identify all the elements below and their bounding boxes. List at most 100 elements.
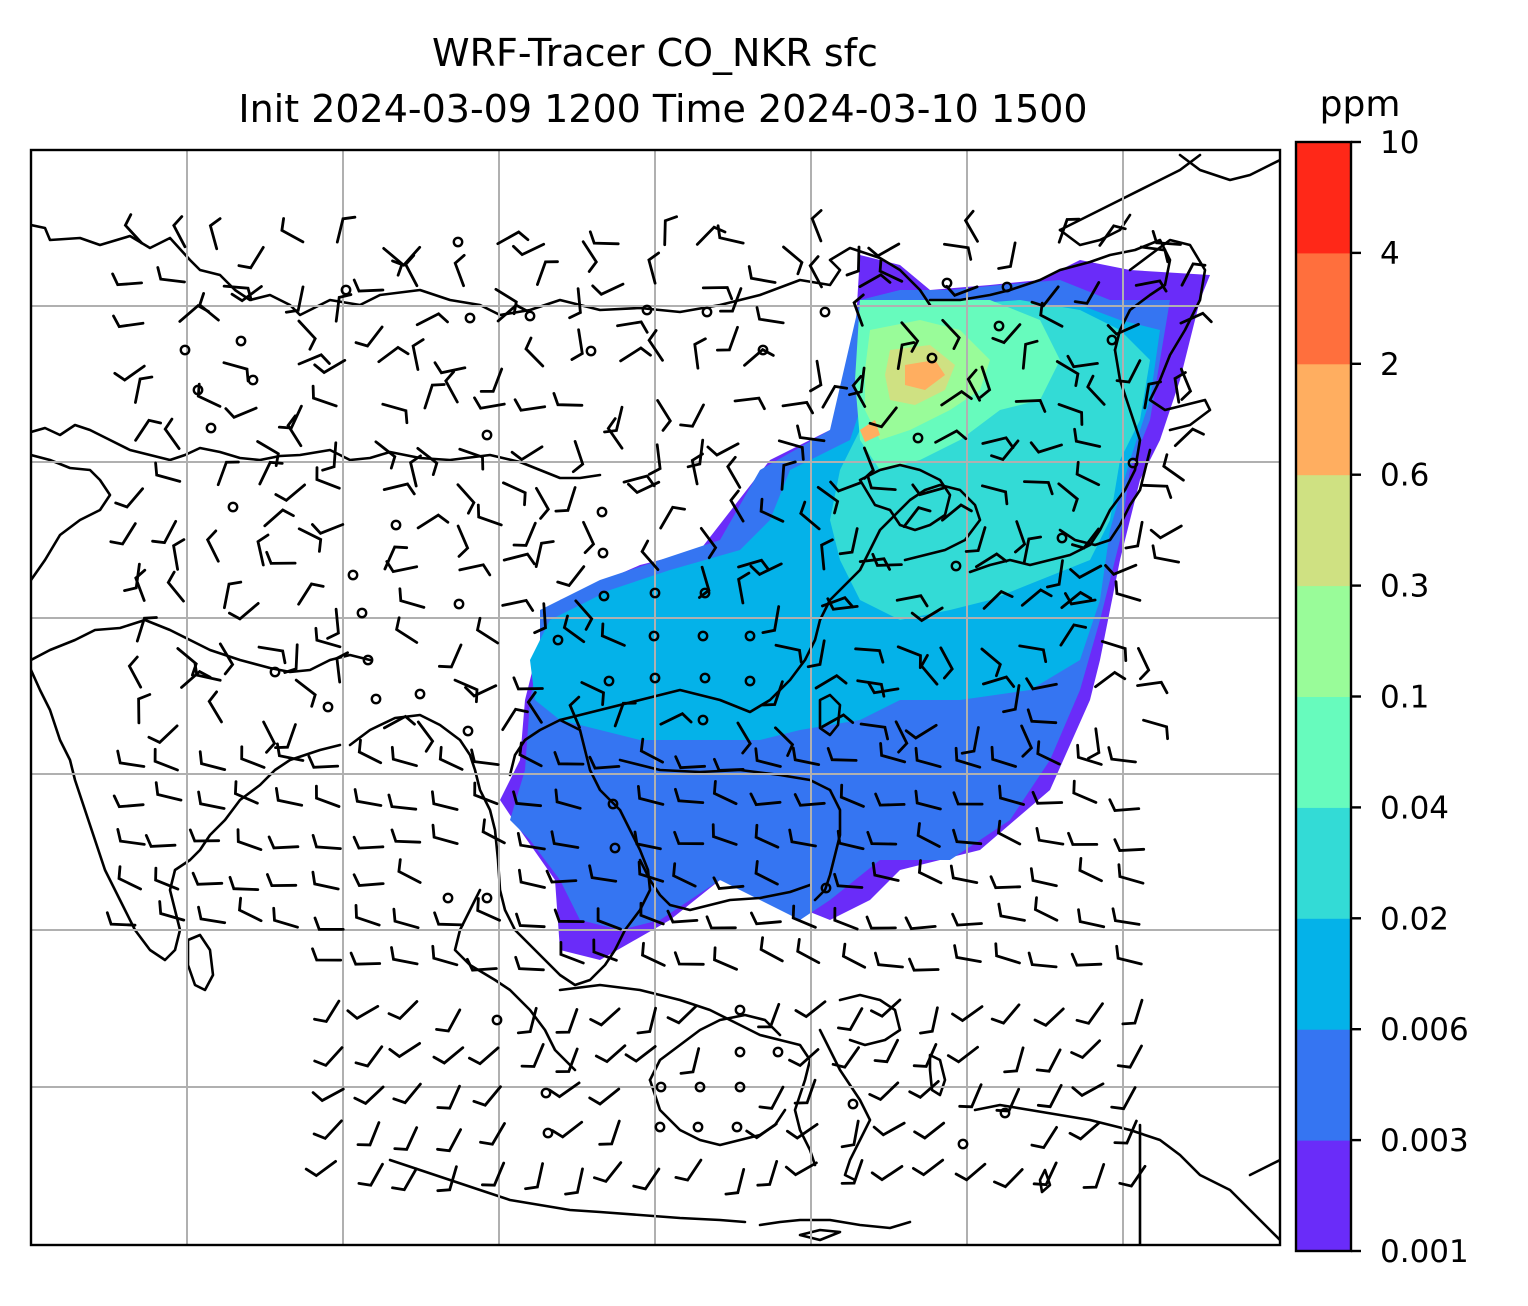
wind-barb (1151, 544, 1180, 564)
wind-barb (535, 486, 550, 520)
wind-barb (1020, 724, 1034, 758)
wind-barb (415, 312, 449, 327)
wind-barb (555, 1047, 579, 1073)
wind-barb (453, 678, 479, 704)
wind-barb (810, 209, 823, 243)
wind-barb (438, 745, 464, 771)
wind-barb (216, 460, 240, 487)
wind-barb (633, 830, 662, 851)
wind-barb (949, 864, 979, 884)
wind-barb (796, 424, 826, 443)
wind-barb (134, 568, 147, 602)
colorbar-band (1296, 1029, 1351, 1141)
wind-barb (266, 873, 298, 888)
wind-barb (866, 475, 897, 491)
wind-barb (761, 680, 784, 707)
wind-barb (754, 747, 782, 768)
wind-barb (1143, 380, 1162, 410)
calm-wind-circle (820, 882, 832, 894)
wind-barb (820, 538, 834, 571)
wind-barb (1026, 708, 1058, 725)
wind-barb (1068, 1121, 1101, 1141)
wind-barb (1027, 951, 1058, 969)
wind-barb (193, 661, 222, 682)
wind-barb (840, 1119, 860, 1149)
wind-barb (774, 726, 795, 757)
wind-barb (954, 1162, 987, 1182)
wind-barb (627, 480, 661, 495)
wind-barb (1113, 838, 1146, 852)
wind-barb (698, 565, 711, 599)
wind-barb (313, 1046, 344, 1068)
wind-barb (311, 523, 345, 535)
wind-barb (218, 642, 235, 676)
wind-barb (1069, 564, 1103, 580)
wind-barb (315, 466, 341, 490)
wind-barb (636, 1006, 657, 1035)
wind-barb (745, 1122, 778, 1140)
calm-wind-circle (481, 429, 493, 441)
wind-barb (496, 230, 530, 246)
colorbar-band (1296, 1140, 1351, 1252)
wind-barb (859, 722, 889, 741)
wind-barb (392, 1082, 422, 1105)
wind-barb (188, 828, 221, 843)
colorbar-tick-label: 10 (1380, 125, 1419, 161)
wind-barb (352, 873, 385, 887)
wind-barb (390, 828, 422, 844)
wind-barb (354, 1045, 384, 1068)
wind-barb (423, 383, 446, 410)
wind-barb (458, 447, 485, 471)
wind-barb (982, 675, 1016, 688)
wind-barb (963, 209, 979, 243)
wind-barb (385, 560, 419, 574)
wind-barb (1003, 1046, 1025, 1074)
wind-barb (552, 392, 584, 407)
wind-barb (548, 1081, 581, 1099)
wind-barb (353, 1085, 385, 1106)
wind-barb (954, 746, 982, 769)
wind-barb (781, 400, 814, 415)
wind-barb (551, 1120, 584, 1139)
wind-barb (841, 942, 867, 969)
wind-barb (1014, 520, 1027, 554)
calm-wind-circle (654, 1121, 666, 1133)
wind-barb (1162, 453, 1185, 482)
wind-barb (672, 862, 697, 888)
calm-wind-circle (694, 1081, 706, 1093)
wind-barb (223, 580, 243, 610)
wind-barb (808, 255, 823, 289)
wind-barb (515, 912, 546, 929)
wind-barb (1173, 427, 1205, 447)
wind-barb (674, 755, 706, 770)
wind-barb (436, 1128, 462, 1153)
wind-barb (716, 224, 745, 245)
wind-barb (1032, 1161, 1058, 1187)
wind-barb (806, 639, 826, 669)
wind-barb (729, 489, 745, 523)
wind-barb (1115, 944, 1143, 966)
colorbar-band (1296, 918, 1351, 1030)
wind-barb (1022, 535, 1042, 564)
calm-wind-circle (356, 607, 368, 619)
wind-barb (902, 505, 932, 529)
wind-barb (758, 1085, 785, 1110)
wind-barb (1033, 896, 1059, 922)
wind-barb (871, 552, 903, 567)
wind-barb (737, 558, 771, 572)
wind-barb (757, 1002, 781, 1029)
wind-barb (814, 674, 848, 690)
wind-barb (1036, 1084, 1063, 1109)
wind-barb (958, 1083, 983, 1109)
wind-barb (354, 904, 381, 927)
wind-barb (858, 273, 892, 288)
wind-barb (556, 565, 586, 588)
wind-barb (117, 865, 142, 891)
wind-barb (916, 822, 941, 848)
wind-barb (559, 941, 585, 965)
wind-barb (756, 1160, 779, 1187)
wind-barb (436, 1084, 461, 1110)
wind-barb (874, 951, 904, 969)
wind-barb (554, 788, 582, 810)
wind-barb (1104, 563, 1138, 576)
